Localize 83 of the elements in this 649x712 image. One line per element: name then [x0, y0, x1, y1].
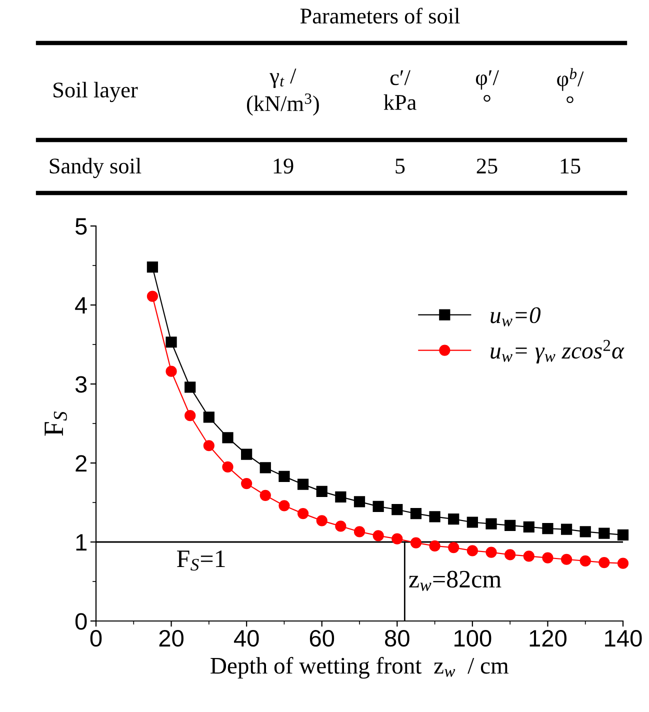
text: Parameters of soil: [300, 8, 460, 24]
point: [504, 549, 516, 560]
point: [617, 529, 629, 540]
text: 19: [274, 158, 294, 174]
point: [542, 552, 554, 564]
point: [429, 511, 440, 522]
point: [166, 336, 177, 348]
point: [260, 490, 271, 501]
x-tick-label: 60: [310, 630, 334, 647]
y-tick-label: 2: [76, 455, 86, 472]
point: [222, 432, 234, 444]
point: [504, 520, 516, 531]
point: [297, 478, 309, 490]
ref-line-label: F$_{S}$=1: [176, 550, 225, 571]
x-tick-label: 0: [90, 630, 102, 647]
point: [278, 470, 290, 482]
point: [241, 448, 252, 460]
point: [260, 462, 271, 474]
point: [410, 508, 422, 520]
text: 15: [560, 158, 580, 174]
point: [392, 504, 403, 516]
y-tick-label: 1: [76, 534, 87, 551]
point: [316, 486, 328, 497]
point: [580, 526, 591, 538]
x-tick-label: 40: [234, 630, 259, 647]
text: Sandy soil: [50, 158, 142, 178]
point: [354, 526, 366, 538]
point: [466, 516, 478, 528]
point: [203, 440, 214, 452]
text: φ$^{b}$/ °: [557, 68, 584, 104]
point: [580, 555, 591, 567]
point: [335, 520, 346, 532]
point: [598, 528, 610, 539]
text: γ$_{t}$ / (kN/m$^{3}$): [246, 68, 319, 116]
ref-line-label: z$_{w}$=82cm: [409, 570, 502, 591]
text: 5: [396, 158, 405, 174]
y-tick-label: 0: [75, 613, 87, 630]
point: [523, 550, 534, 562]
y-tick-label: 3: [75, 376, 87, 393]
point: [542, 523, 554, 534]
point: [486, 546, 497, 558]
point: [448, 542, 460, 554]
point: [166, 366, 177, 377]
point: [354, 496, 366, 508]
point: [392, 533, 403, 544]
x-tick-label: 120: [530, 630, 566, 647]
x-axis-title: Depth of wetting front z$_{w}$ / cm: [210, 656, 509, 679]
point: [486, 518, 497, 530]
legend-label: u$_{w}$=0: [490, 307, 541, 326]
point: [372, 500, 384, 512]
point: [278, 500, 290, 512]
text: 25: [476, 158, 498, 174]
point: [466, 545, 478, 556]
point: [448, 514, 460, 525]
point: [222, 461, 234, 473]
point: [560, 554, 572, 565]
point: [410, 537, 422, 548]
x-tick-label: 80: [385, 630, 410, 647]
point: [617, 558, 629, 569]
point: [146, 262, 158, 273]
point: [429, 540, 440, 552]
y-tick-label: 5: [75, 218, 87, 235]
point: [598, 556, 610, 568]
x-tick-label: 100: [454, 630, 492, 647]
point: [203, 412, 214, 423]
point: [335, 491, 346, 503]
y-tick-label: 4: [75, 297, 87, 314]
y-axis-title: F$_{S}$: [44, 411, 67, 436]
point: [184, 410, 196, 422]
point: [372, 530, 384, 542]
point: [560, 524, 572, 535]
point: [146, 290, 158, 302]
x-tick-label: 140: [605, 630, 642, 647]
legend-label: u$_{w}$= γ$_{w}$ zcos$^{2}$α: [490, 340, 624, 364]
point: [523, 521, 534, 533]
x-tick-label: 20: [159, 630, 184, 647]
point: [184, 382, 196, 393]
point: [241, 478, 252, 490]
point: [297, 508, 309, 520]
text: φ′/ °: [476, 70, 499, 102]
text: Soil layer: [54, 82, 138, 102]
point: [316, 515, 328, 526]
text: c′/ kPa: [384, 70, 416, 110]
